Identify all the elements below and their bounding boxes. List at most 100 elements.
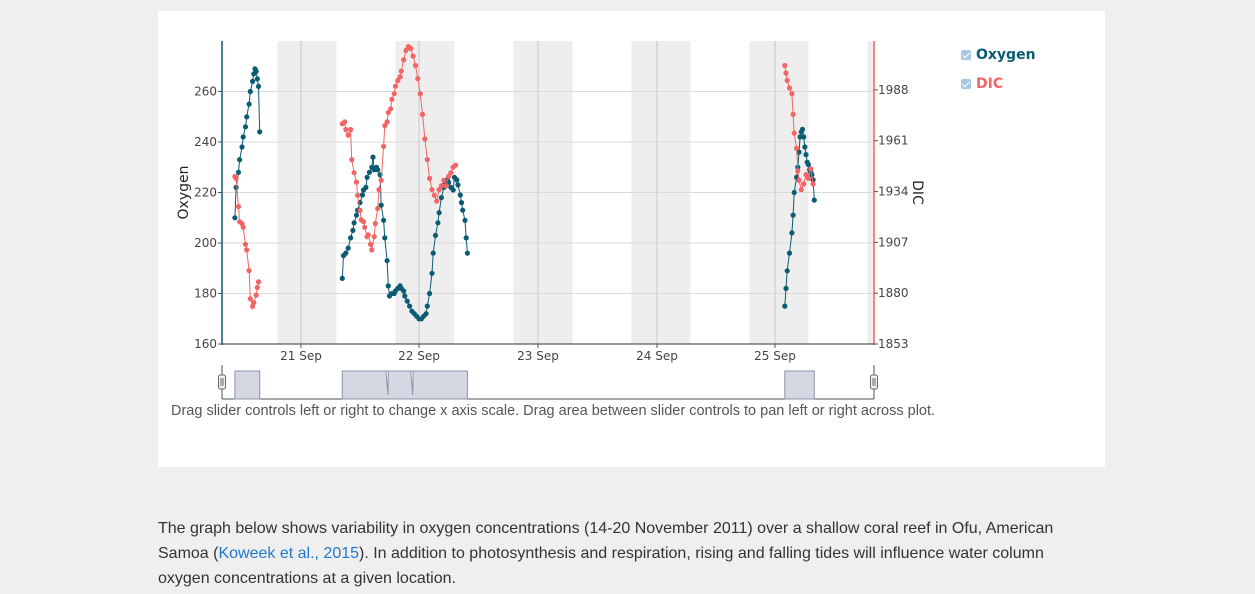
data-point-dic xyxy=(803,172,809,178)
data-point-oxygen xyxy=(460,207,466,213)
slider-mini-area xyxy=(234,370,261,400)
data-point-dic xyxy=(784,77,790,84)
data-point-oxygen xyxy=(381,217,387,223)
data-point-oxygen xyxy=(343,250,349,256)
data-point-dic xyxy=(403,47,409,54)
legend-item-dic[interactable]: DIC xyxy=(961,73,1036,95)
data-point-dic xyxy=(790,111,796,117)
data-point-oxygen xyxy=(463,235,469,241)
data-point-dic xyxy=(438,183,444,189)
data-point-oxygen xyxy=(430,250,436,256)
data-point-oxygen xyxy=(366,169,372,175)
data-point-oxygen xyxy=(385,283,391,289)
data-point-oxygen xyxy=(254,76,260,82)
data-point-dic xyxy=(789,91,795,97)
data-point-dic xyxy=(240,224,246,230)
data-point-oxygen xyxy=(407,303,413,309)
data-point-dic xyxy=(391,91,397,97)
data-point-oxygen xyxy=(450,187,456,193)
data-point-dic xyxy=(388,106,394,112)
data-point-oxygen xyxy=(799,126,806,132)
data-point-dic xyxy=(448,170,454,176)
data-point-dic xyxy=(445,173,452,180)
data-point-oxygen xyxy=(247,88,253,95)
slider-hint: Drag slider controls left or right to ch… xyxy=(171,403,936,419)
data-point-dic xyxy=(422,136,428,142)
y-tick-label-left: 220 xyxy=(194,186,217,200)
legend-label-dic: DIC xyxy=(976,76,1004,92)
data-point-oxygen xyxy=(429,270,435,276)
legend-item-oxygen[interactable]: Oxygen xyxy=(961,44,1036,66)
data-point-dic xyxy=(378,177,384,183)
data-point-oxygen xyxy=(427,290,433,297)
data-point-oxygen xyxy=(253,68,259,74)
data-point-oxygen xyxy=(233,184,239,190)
data-point-dic xyxy=(429,187,435,193)
chart-card: 160 180 200 220 240 260 1853 1880 1907 1934 1961 19… xyxy=(158,11,1105,467)
x-tick-label: 21 Sep xyxy=(280,349,322,363)
data-point-dic xyxy=(362,224,368,230)
data-point-oxygen xyxy=(246,101,252,107)
data-point-oxygen xyxy=(237,157,243,163)
chart[interactable]: 160 180 200 220 240 260 1853 1880 1907 1934 1961 19… xyxy=(158,11,1105,411)
data-point-dic xyxy=(796,177,802,183)
slider-handle-left[interactable] xyxy=(218,374,226,390)
data-point-oxygen xyxy=(244,114,250,120)
data-point-dic xyxy=(798,187,804,193)
data-point-oxygen xyxy=(401,288,407,294)
data-point-oxygen xyxy=(458,200,465,206)
data-point-dic xyxy=(427,175,433,181)
y-tick-label-right: 1853 xyxy=(878,337,909,351)
y-tick-label-right: 1934 xyxy=(878,185,909,199)
data-point-dic xyxy=(791,130,797,136)
description-paragraph: The graph below shows variability in oxy… xyxy=(158,516,1098,591)
data-point-dic xyxy=(436,187,442,193)
slider-handle-right[interactable] xyxy=(870,374,878,390)
data-point-oxygen xyxy=(438,195,444,201)
data-point-dic xyxy=(398,68,404,74)
data-point-oxygen xyxy=(351,220,357,226)
data-point-oxygen xyxy=(240,134,246,140)
data-point-dic xyxy=(392,83,398,89)
data-point-dic xyxy=(349,157,355,163)
data-point-dic xyxy=(410,53,416,59)
y-tick-label-left: 200 xyxy=(194,236,217,250)
range-slider[interactable] xyxy=(218,365,878,400)
data-point-dic xyxy=(246,268,252,274)
citation-link[interactable]: Koweek et al., 2015 xyxy=(218,545,360,562)
y-axis-title-right: DIC xyxy=(909,180,925,205)
data-point-oxygen xyxy=(801,134,807,140)
slider-mini-area xyxy=(784,370,815,400)
data-point-dic xyxy=(345,132,351,138)
slider-handle-body xyxy=(870,374,878,390)
data-point-dic xyxy=(794,145,800,151)
data-point-oxygen xyxy=(235,169,242,175)
data-point-oxygen xyxy=(384,258,390,264)
data-point-oxygen xyxy=(432,232,439,238)
data-point-oxygen xyxy=(353,212,360,218)
slider-gap xyxy=(385,370,389,396)
data-point-dic xyxy=(417,91,423,97)
data-point-oxygen xyxy=(786,250,793,256)
legend: Oxygen DIC xyxy=(961,44,1036,102)
data-point-oxygen xyxy=(782,303,788,309)
data-point-dic xyxy=(381,143,387,149)
x-tick-label: 24 Sep xyxy=(636,349,678,363)
data-point-dic xyxy=(408,45,414,52)
data-point-oxygen xyxy=(242,124,249,130)
data-point-oxygen xyxy=(805,162,812,168)
data-point-dic xyxy=(355,192,361,198)
data-point-dic xyxy=(397,74,403,80)
data-point-oxygen xyxy=(796,149,802,155)
legend-checkbox-oxygen[interactable] xyxy=(961,50,971,60)
x-tick-label: 22 Sep xyxy=(398,349,440,363)
data-point-oxygen xyxy=(797,134,803,140)
data-point-dic xyxy=(808,166,814,172)
data-point-oxygen xyxy=(382,235,388,241)
y-tick-label-left: 160 xyxy=(194,337,217,351)
data-point-dic xyxy=(424,157,430,163)
data-point-oxygen xyxy=(345,245,351,251)
data-point-dic xyxy=(783,70,789,76)
data-point-oxygen xyxy=(784,268,790,274)
legend-checkbox-dic[interactable] xyxy=(961,79,971,89)
